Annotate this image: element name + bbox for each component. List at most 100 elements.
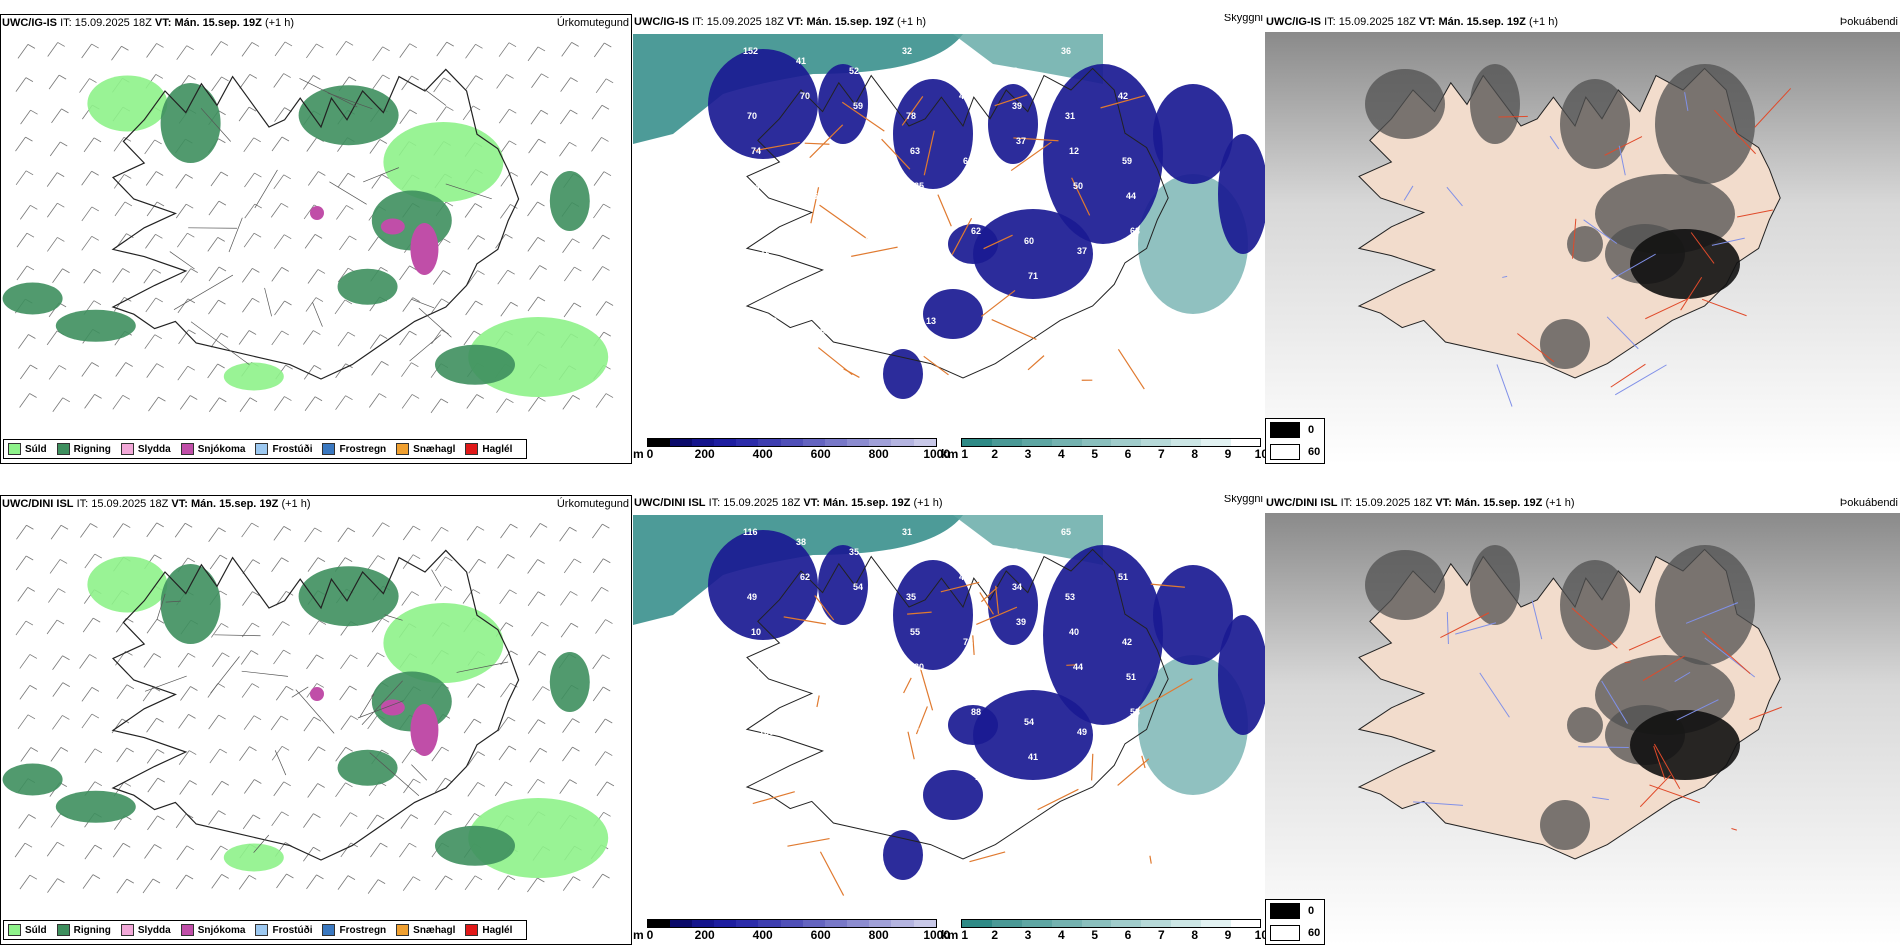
wind-barb: [114, 201, 133, 217]
cloud-height-colorbar: m 0 200 400 600 800 1000: [633, 919, 950, 942]
wind-barb: [211, 874, 229, 889]
precip-area: [160, 564, 221, 644]
precip-legend-item: Slydda: [120, 924, 171, 936]
legend-swatch: [1270, 422, 1300, 438]
colorbar-tick: 200: [694, 928, 715, 942]
wind-barb: [46, 172, 65, 187]
wind-barb: [212, 652, 230, 668]
wind-barb: [142, 878, 161, 894]
wind-barb: [593, 171, 612, 186]
wind-barb: [467, 751, 485, 766]
precip-legend-item: Frostregn: [322, 924, 386, 936]
cloud-base-area: [988, 84, 1038, 164]
panel-title: Skyggni: [1223, 495, 1263, 505]
wind-barb: [591, 586, 609, 602]
wind-barb: [208, 200, 227, 216]
wind-barb: [209, 554, 228, 570]
wind-barb: [271, 136, 290, 152]
valid-time: Mán. 15.sep. 19Z: [174, 17, 262, 29]
legend-swatch: [465, 924, 479, 936]
river-line: [1601, 680, 1628, 724]
wind-barb: [177, 652, 196, 668]
road-line: [1713, 109, 1756, 155]
road-line: [327, 92, 373, 110]
wind-barb: [207, 363, 225, 379]
wind-barb: [462, 105, 481, 121]
wind-barb: [435, 556, 453, 572]
river-line: [1446, 612, 1449, 645]
wind-barb: [208, 266, 227, 282]
wind-barb: [372, 522, 390, 537]
wind-barb: [47, 878, 65, 893]
road-line: [1653, 743, 1681, 790]
wind-barb: [564, 266, 582, 282]
wind-barb: [244, 203, 262, 219]
cloud-base-label: 44: [1126, 191, 1136, 201]
legend-value: 0: [1308, 424, 1315, 436]
road-line: [1701, 298, 1747, 317]
river-line: [1479, 672, 1510, 718]
legend-label: Snjókoma: [197, 924, 246, 936]
road-line: [357, 700, 404, 719]
cloud-base-label: 31: [902, 527, 912, 537]
road-line: [1690, 232, 1715, 264]
wind-barb: [339, 685, 357, 701]
wind-barb: [527, 559, 545, 574]
wind-barb: [434, 810, 452, 826]
cloud-base-label: 53: [865, 236, 875, 246]
precip-legend-item: Snæhagl: [396, 924, 455, 936]
model-name: UWC/DINI ISL: [2, 498, 74, 510]
river-line: [1413, 801, 1463, 806]
road-line: [1645, 297, 1690, 320]
cloud-base-label: 35: [914, 181, 924, 191]
wind-barb: [527, 201, 545, 217]
wind-barb: [463, 330, 482, 346]
wind-barb: [372, 46, 390, 62]
wind-barb: [15, 170, 34, 186]
road-line: [1610, 363, 1646, 388]
wind-barb: [434, 586, 453, 601]
wind-barb: [335, 40, 354, 56]
low-visibility-area: [953, 515, 1103, 565]
road-line: [165, 600, 181, 603]
road-line: [274, 750, 287, 776]
fog-map: [1265, 32, 1900, 464]
wind-barb: [46, 619, 65, 635]
wind-barb: [146, 201, 165, 217]
legend-label: Slydda: [137, 443, 171, 455]
low-visibility-area: [953, 34, 1103, 84]
legend-swatch: [1270, 444, 1300, 460]
it-label: IT:: [1340, 497, 1353, 509]
road-line: [1749, 706, 1783, 720]
wind-barb: [402, 554, 421, 569]
wind-barb: [468, 558, 486, 574]
road-line: [295, 689, 335, 734]
wind-barb: [371, 617, 390, 633]
cloud-base-label: 34: [1012, 582, 1022, 592]
precip-legend-item: Frostúði: [255, 924, 312, 936]
wind-barb: [84, 394, 102, 409]
wind-barb: [498, 108, 517, 124]
iceland-coastline: [745, 67, 1169, 379]
wind-barb: [340, 654, 358, 670]
low-visibility-area: [633, 515, 963, 625]
precip-legend-item: Rigning: [56, 924, 111, 936]
road-line: [903, 677, 912, 694]
wind-barb: [592, 558, 611, 573]
legend-swatch: [8, 924, 21, 936]
wind-barb: [466, 394, 484, 409]
wind-barb: [527, 296, 546, 312]
cloud-base-label: 63: [816, 772, 826, 782]
river-line: [1403, 185, 1414, 201]
wind-barb: [50, 746, 69, 762]
wind-barb: [144, 844, 162, 859]
river-line: [1578, 746, 1629, 749]
fog-legend-item: 0: [1266, 419, 1324, 441]
wind-barb: [367, 555, 386, 570]
cloud-base-label: 55: [967, 672, 977, 682]
wind-barb: [239, 746, 257, 761]
wind-barb: [177, 232, 195, 248]
wind-barb: [143, 653, 162, 668]
road-line: [969, 851, 1006, 863]
cloud-base-label: 70: [800, 91, 810, 101]
